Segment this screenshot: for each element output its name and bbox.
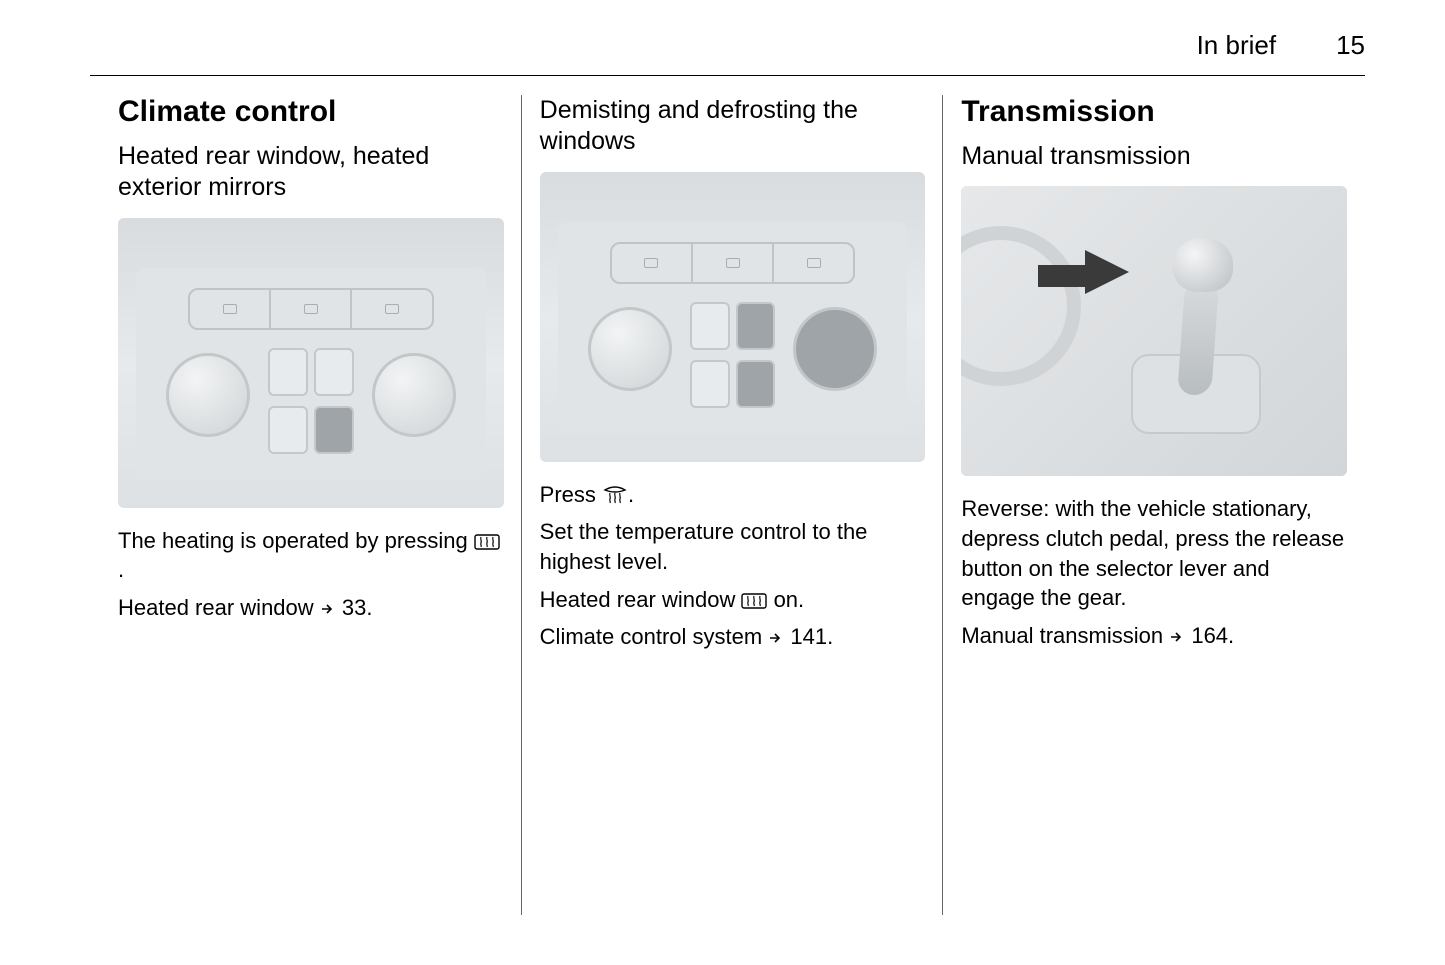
heading-transmission: Transmission [961, 95, 1347, 129]
para-set-temperature: Set the temperature control to the highe… [540, 517, 926, 576]
text-fragment: The heating is operated by pressing [118, 528, 474, 553]
text-fragment: . [628, 482, 634, 507]
column-climate-control: Climate control Heated rear window, heat… [100, 95, 522, 935]
text-fragment: Press [540, 482, 602, 507]
vent-slot [612, 244, 693, 282]
text-fragment: 141. [784, 624, 833, 649]
mid-button-row [268, 348, 354, 396]
figure-climate-panel-defrost [540, 172, 926, 462]
text-fragment: Heated rear window [540, 587, 742, 612]
para-press-defrost: Press . [540, 480, 926, 510]
content-columns: Climate control Heated rear window, heat… [100, 95, 1365, 935]
vent-slot [190, 290, 271, 328]
header-rule [90, 75, 1365, 76]
header-section-title: In brief [1197, 30, 1277, 61]
figure-climate-panel-rear-window [118, 218, 504, 508]
subheading-demisting-defrosting: Demisting and defrosting the windows [540, 95, 926, 158]
para-heated-rear-window-on: Heated rear window on. [540, 585, 926, 615]
cross-reference-icon [1169, 629, 1185, 645]
vent-slot [352, 290, 431, 328]
para-climate-control-xref: Climate control system 141. [540, 622, 926, 652]
column-transmission: Transmission Manual transmission Reverse… [943, 95, 1365, 935]
arrow-icon [1085, 250, 1129, 294]
subheading-manual-transmission: Manual transmission [961, 141, 1347, 172]
defrost-button [314, 348, 354, 396]
vent-slot [774, 244, 853, 282]
heated-rear-window-icon [474, 531, 500, 551]
fan-dial-right-highlight [793, 307, 877, 391]
text-fragment: Heated rear window [118, 595, 320, 620]
recirc-button [690, 302, 730, 350]
heated-rear-window-button-highlight [314, 406, 354, 454]
text-fragment: . [118, 557, 124, 582]
heated-rear-window-icon [741, 590, 767, 610]
windscreen-defrost-icon [602, 485, 628, 505]
low-button-row [690, 360, 776, 408]
fan-dial-right [372, 353, 456, 437]
vent-slot [693, 244, 774, 282]
arrow-tail [1038, 265, 1086, 287]
defrost-button-highlight [736, 302, 776, 350]
heated-rear-window-button-highlight [736, 360, 776, 408]
figure-gear-selector [961, 186, 1347, 476]
low-button-row [268, 406, 354, 454]
text-fragment: on. [767, 587, 804, 612]
header-page-number: 15 [1336, 30, 1365, 61]
cross-reference-icon [320, 601, 336, 617]
column-demisting: Demisting and defrosting the windows Pre… [522, 95, 944, 935]
gear-knob [1173, 238, 1233, 292]
text-fragment: Climate control system [540, 624, 769, 649]
subheading-heated-rear-window: Heated rear window, heated exterior mirr… [118, 141, 504, 204]
cross-reference-icon [768, 630, 784, 646]
para-heating-operated: The heating is operated by pressing . [118, 526, 504, 585]
temperature-dial-left [166, 353, 250, 437]
text-fragment: 164. [1185, 623, 1234, 648]
mid-button-row [690, 302, 776, 350]
para-manual-transmission-xref: Manual transmission 164. [961, 621, 1347, 651]
vent-slots [188, 288, 434, 330]
ac-button [690, 360, 730, 408]
heading-climate-control: Climate control [118, 95, 504, 129]
recirc-button [268, 348, 308, 396]
para-heated-rear-window-xref: Heated rear window 33. [118, 593, 504, 623]
page-header: In brief 15 [1197, 30, 1365, 61]
text-fragment: 33. [336, 595, 373, 620]
temperature-dial-left [588, 307, 672, 391]
vent-slot [271, 290, 352, 328]
para-reverse-instructions: Reverse: with the vehicle stationary, de… [961, 494, 1347, 613]
text-fragment: Manual transmission [961, 623, 1169, 648]
ac-button [268, 406, 308, 454]
vent-slots [610, 242, 856, 284]
